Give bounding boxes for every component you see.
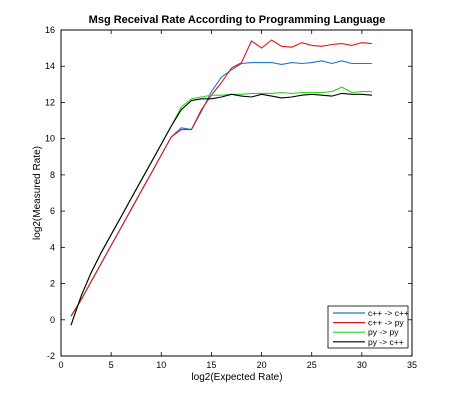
y-tick-label: 6 [50, 206, 55, 216]
chart-title: Msg Receival Rate According to Programmi… [89, 14, 386, 26]
y-tick-label: 4 [50, 242, 55, 252]
x-axis-label: log2(Expected Rate) [191, 372, 282, 383]
y-tick-label: 10 [45, 134, 55, 144]
y-tick-label: 0 [50, 315, 55, 325]
y-axis-ticks: -2 0 2 4 6 8 10 12 14 16 [45, 25, 412, 361]
y-tick-label: 16 [45, 25, 55, 35]
plot-frame [60, 29, 413, 357]
legend-label-2: py -> py [368, 327, 399, 337]
y-tick-label: 8 [50, 170, 55, 180]
x-tick-label: 35 [407, 360, 417, 370]
y-tick-label: 14 [45, 61, 55, 71]
x-axis-ticks: 0 5 10 15 20 25 30 35 [58, 30, 417, 370]
x-tick-label: 5 [109, 360, 114, 370]
series-line-1 [70, 39, 372, 317]
y-tick-label: 12 [45, 97, 55, 107]
x-tick-label: 10 [156, 360, 166, 370]
x-tick-label: 25 [307, 360, 317, 370]
y-tick-label: -2 [47, 351, 55, 361]
legend-label-3: py -> c++ [368, 337, 404, 347]
legend-label-1: c++ -> py [368, 318, 404, 328]
series-layer [70, 39, 372, 326]
x-tick-label: 20 [257, 360, 267, 370]
x-tick-label: 30 [357, 360, 367, 370]
legend-label-0: c++ -> c++ [368, 308, 409, 318]
series-line-3 [70, 92, 372, 326]
y-tick-label: 2 [50, 279, 55, 289]
x-tick-label: 15 [206, 360, 216, 370]
x-tick-label: 0 [58, 360, 63, 370]
y-axis-label: log2(Measured Rate) [32, 146, 43, 240]
